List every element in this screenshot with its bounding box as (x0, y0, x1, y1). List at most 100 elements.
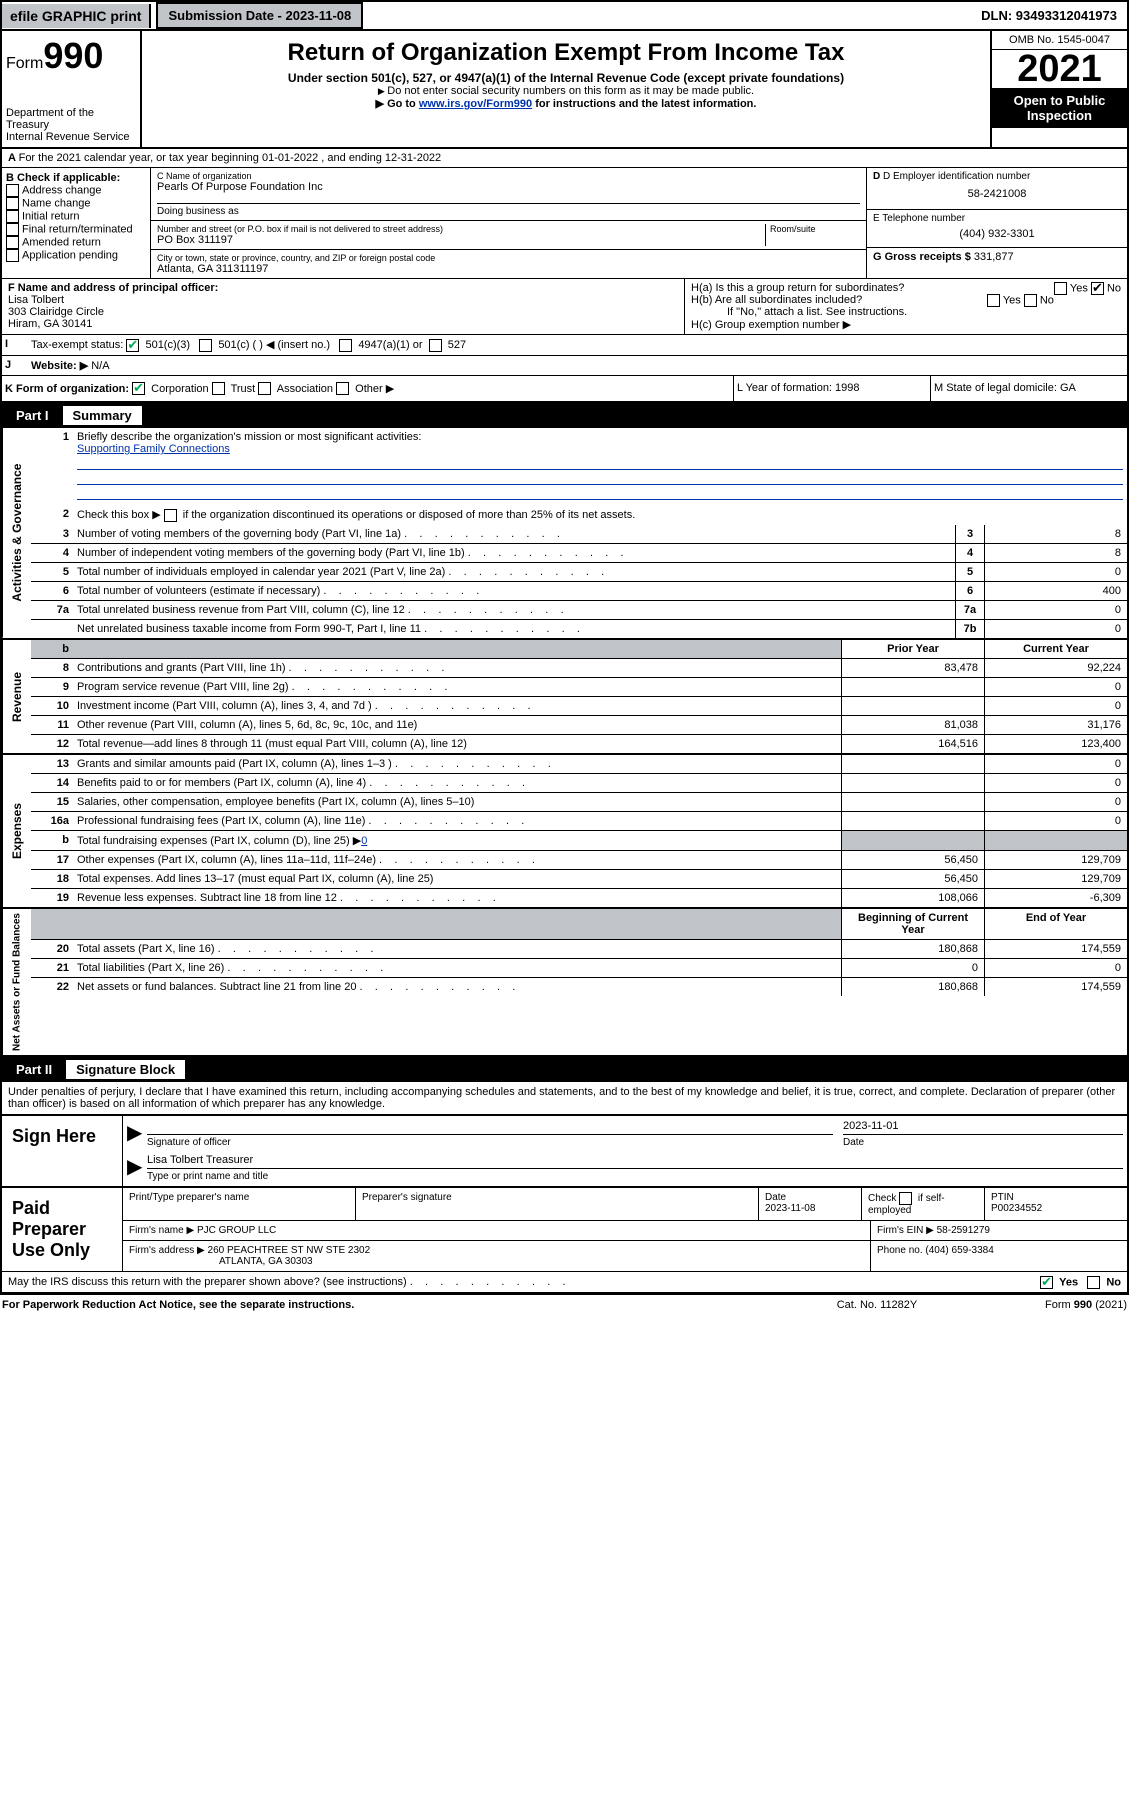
q21: Total liabilities (Part X, line 26) (73, 959, 841, 977)
gross-receipts-value: 331,877 (974, 251, 1014, 263)
q18: Total expenses. Add lines 13–17 (must eq… (73, 870, 841, 888)
year-formation: L Year of formation: 1998 (734, 376, 931, 402)
tax-year: 2021 (992, 50, 1127, 88)
prep-ptin: PTINP00234552 (985, 1188, 1127, 1220)
irs-label: Internal Revenue Service (6, 131, 136, 143)
c22: 174,559 (984, 978, 1127, 996)
q3: Number of voting members of the governin… (73, 525, 955, 543)
city-label: City or town, state or province, country… (157, 253, 860, 263)
city-state-zip: Atlanta, GA 311311197 (157, 263, 860, 275)
q16a: Professional fundraising fees (Part IX, … (73, 812, 841, 830)
p20: 180,868 (841, 940, 984, 958)
state-domicile: M State of legal domicile: GA (931, 376, 1127, 402)
prep-sig-label: Preparer's signature (356, 1188, 759, 1220)
c9: 0 (984, 678, 1127, 696)
p21: 0 (841, 959, 984, 977)
room-suite-label: Room/suite (765, 224, 860, 246)
irs-link[interactable]: www.irs.gov/Form990 (419, 98, 532, 110)
current-year-hdr: Current Year (984, 640, 1127, 658)
org-name: Pearls Of Purpose Foundation Inc (157, 181, 860, 193)
q11: Other revenue (Part VIII, column (A), li… (73, 716, 841, 734)
paid-preparer-label: Paid Preparer Use Only (2, 1188, 123, 1271)
v3: 8 (984, 525, 1127, 543)
q22: Net assets or fund balances. Subtract li… (73, 978, 841, 996)
beg-year-hdr: Beginning of Current Year (841, 909, 984, 939)
c13: 0 (984, 755, 1127, 773)
firm-ein: Firm's EIN ▶ 58-2591279 (871, 1221, 1127, 1240)
street-address: PO Box 311197 (157, 234, 765, 246)
submission-date: Submission Date - 2023-11-08 (156, 2, 363, 29)
q5: Total number of individuals employed in … (73, 563, 955, 581)
gross-receipts-label: G Gross receipts $ (873, 251, 971, 263)
org-name-label: C Name of organization (157, 171, 860, 181)
tax-exempt-status: Tax-exempt status: 501(c)(3) 501(c) ( ) … (28, 335, 1127, 355)
c17: 129,709 (984, 851, 1127, 869)
q10: Investment income (Part VIII, column (A)… (73, 697, 841, 715)
h-b-note: If "No," attach a list. See instructions… (691, 306, 1121, 318)
q1-mission: Briefly describe the organization's miss… (73, 428, 1127, 505)
firm-address: Firm's address ▶ 260 PEACHTREE ST NW STE… (123, 1241, 871, 1271)
v7b: 0 (984, 620, 1127, 638)
side-expenses: Expenses (2, 755, 31, 907)
form-of-org: K Form of organization: Corporation Trus… (2, 376, 734, 402)
prep-date: Date2023-11-08 (759, 1188, 862, 1220)
ein-value: 58-2421008 (873, 182, 1121, 206)
c21: 0 (984, 959, 1127, 977)
v7a: 0 (984, 601, 1127, 619)
c12: 123,400 (984, 735, 1127, 753)
q15: Salaries, other compensation, employee b… (73, 793, 841, 811)
open-to-public: Open to Public Inspection (992, 88, 1127, 128)
q19: Revenue less expenses. Subtract line 18 … (73, 889, 841, 907)
mission-text[interactable]: Supporting Family Connections (77, 443, 230, 455)
fundraising-link[interactable]: 0 (361, 835, 367, 847)
ein-label: D D Employer identification number (873, 171, 1121, 182)
c18: 129,709 (984, 870, 1127, 888)
c10: 0 (984, 697, 1127, 715)
q7b: Net unrelated business taxable income fr… (73, 620, 955, 638)
efile-label: efile GRAPHIC print (2, 4, 151, 28)
p18: 56,450 (841, 870, 984, 888)
q14: Benefits paid to or for members (Part IX… (73, 774, 841, 792)
sign-date: 2023-11-01 (843, 1120, 1123, 1132)
q13: Grants and similar amounts paid (Part IX… (73, 755, 841, 773)
officer-addr2: Hiram, GA 30141 (8, 318, 678, 330)
checkbox-501c3 (126, 339, 139, 352)
end-year-hdr: End of Year (984, 909, 1127, 939)
p12: 164,516 (841, 735, 984, 753)
q2-discontinued: Check this box ▶ if the organization dis… (73, 505, 1127, 525)
print-name-label: Type or print name and title (147, 1168, 1123, 1182)
note-ssn: Do not enter social security numbers on … (146, 85, 986, 97)
officer-print-name: Lisa Tolbert Treasurer (147, 1154, 1123, 1166)
q12: Total revenue—add lines 8 through 11 (mu… (73, 735, 841, 753)
form-subtitle: Under section 501(c), 527, or 4947(a)(1)… (146, 71, 986, 85)
box-f-label: F Name and address of principal officer: (8, 282, 678, 294)
firm-name: Firm's name ▶ PJC GROUP LLC (123, 1221, 871, 1240)
p10 (841, 697, 984, 715)
part-i-header: Part I Summary (0, 403, 1129, 428)
dba-label: Doing business as (157, 203, 860, 217)
h-a-group-return: H(a) Is this a group return for subordin… (691, 282, 1121, 294)
row-a-tax-year: A For the 2021 calendar year, or tax yea… (2, 149, 1127, 168)
h-c-group-exemption: H(c) Group exemption number ▶ (691, 318, 1121, 331)
p11: 81,038 (841, 716, 984, 734)
note-link: ▶ Go to www.irs.gov/Form990 for instruct… (146, 97, 986, 110)
form-footer: Form 990 (2021) (977, 1299, 1127, 1311)
dln: DLN: 93493312041973 (971, 4, 1127, 27)
sign-date-label: Date (843, 1134, 1123, 1148)
q6: Total number of volunteers (estimate if … (73, 582, 955, 600)
q9: Program service revenue (Part VIII, line… (73, 678, 841, 696)
prep-self-employed: Check if self-employed (862, 1188, 985, 1220)
officer-addr1: 303 Clairidge Circle (8, 306, 678, 318)
side-net-assets: Net Assets or Fund Balances (2, 909, 31, 1055)
cat-no: Cat. No. 11282Y (777, 1299, 977, 1311)
c16a: 0 (984, 812, 1127, 830)
side-revenue: Revenue (2, 640, 31, 753)
q7a: Total unrelated business revenue from Pa… (73, 601, 955, 619)
sign-here-label: Sign Here (2, 1116, 123, 1186)
box-b-checklist: B Check if applicable: Address change Na… (2, 168, 151, 278)
c20: 174,559 (984, 940, 1127, 958)
v6: 400 (984, 582, 1127, 600)
dept-label: Department of the Treasury (6, 107, 136, 131)
c15: 0 (984, 793, 1127, 811)
v5: 0 (984, 563, 1127, 581)
